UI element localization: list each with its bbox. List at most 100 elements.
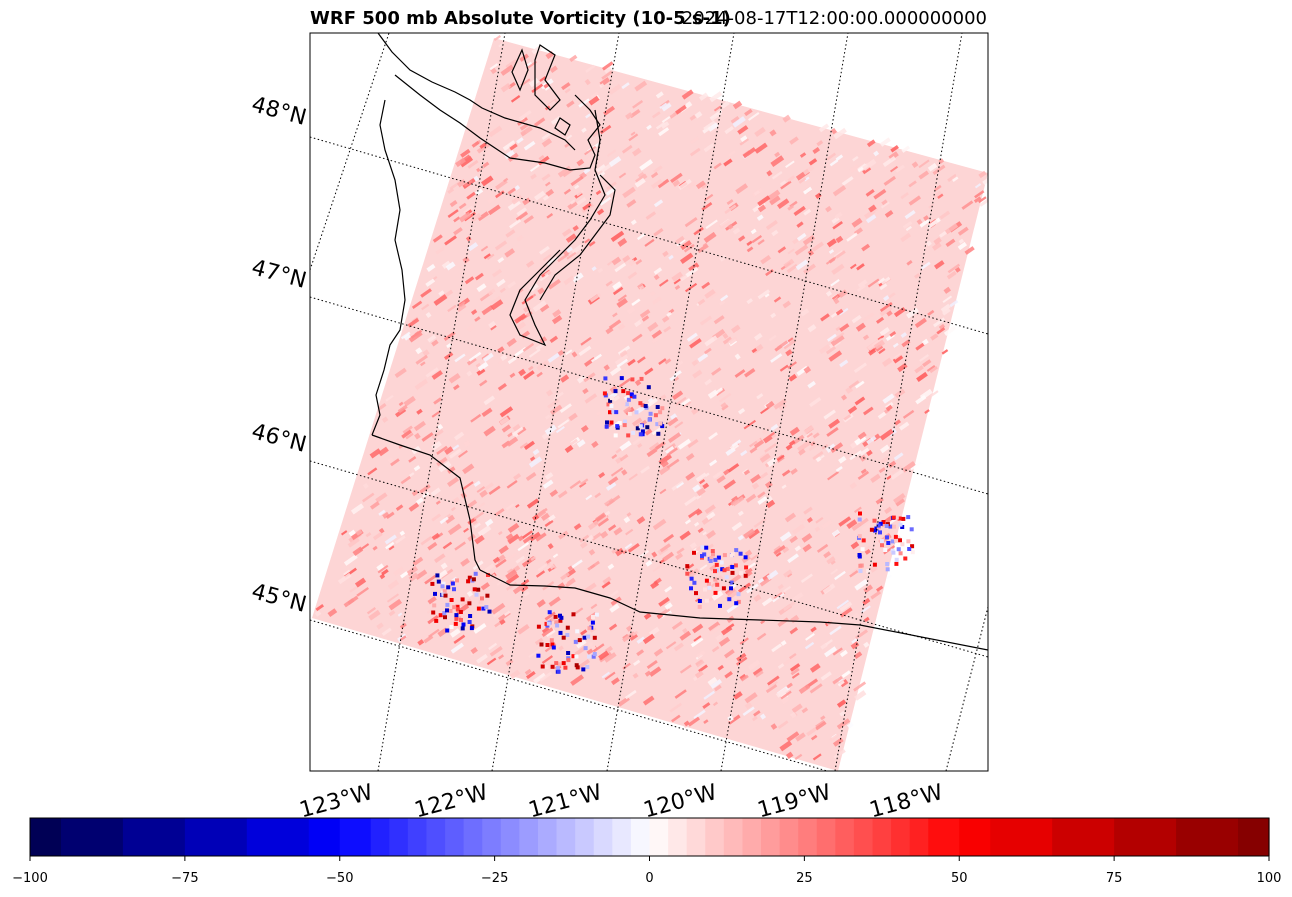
vorticity-cell <box>513 473 522 481</box>
vorticity-cell <box>663 325 672 333</box>
colorbar-level <box>122 818 186 856</box>
colorbar-tick-label: 100 <box>1257 871 1282 886</box>
vorticity-cell <box>625 112 634 120</box>
vorticity-cell <box>875 497 884 505</box>
vorticity-cell <box>609 366 622 376</box>
vorticity-feature-cell <box>586 634 591 639</box>
vorticity-cell <box>614 354 629 366</box>
vorticity-feature-cell <box>605 420 609 425</box>
vorticity-cell <box>815 456 822 463</box>
vorticity-cell <box>352 546 364 557</box>
vorticity-cell <box>505 569 518 580</box>
vorticity-cell <box>439 516 449 525</box>
vorticity-cell <box>473 480 481 487</box>
vorticity-cell <box>753 517 767 528</box>
vorticity-cell <box>908 195 922 206</box>
vorticity-cell <box>940 303 951 313</box>
vorticity-cell <box>530 173 537 180</box>
vorticity-cell <box>466 590 474 597</box>
vorticity-cell <box>470 413 482 423</box>
vorticity-cell <box>737 125 749 135</box>
vorticity-cell <box>800 308 810 317</box>
vorticity-cell <box>846 519 858 530</box>
vorticity-cell <box>707 389 719 399</box>
vorticity-cell <box>468 351 482 362</box>
vorticity-cell <box>658 596 670 607</box>
vorticity-cell <box>794 244 809 256</box>
vorticity-cell <box>660 121 670 129</box>
vorticity-cell <box>362 492 375 503</box>
vorticity-feature-cell <box>885 535 889 540</box>
vorticity-cell <box>534 117 546 127</box>
vorticity-cell <box>545 181 551 187</box>
vorticity-cell <box>564 88 571 94</box>
vorticity-cell <box>957 226 969 236</box>
vorticity-cell <box>652 111 661 119</box>
vorticity-cell <box>499 287 506 294</box>
vorticity-cell <box>746 298 754 305</box>
vorticity-feature-cell <box>587 626 592 631</box>
vorticity-cell <box>498 42 504 48</box>
vorticity-cell <box>484 518 494 527</box>
vorticity-cell <box>931 242 942 251</box>
vorticity-cell <box>471 518 478 526</box>
vorticity-cell <box>433 397 442 405</box>
vorticity-cell <box>584 145 597 156</box>
vorticity-cell <box>661 607 671 616</box>
colorbar-level <box>593 818 613 856</box>
longitude-label: 121°W <box>526 780 605 824</box>
vorticity-feature-cell <box>720 567 725 572</box>
vorticity-cell <box>722 336 733 345</box>
vorticity-cell <box>616 358 629 368</box>
vorticity-feature-cell <box>623 419 627 424</box>
vorticity-feature-cell <box>730 565 735 569</box>
vorticity-cell <box>709 110 723 122</box>
vorticity-cell <box>616 297 628 308</box>
vorticity-feature-cell <box>585 665 590 669</box>
colorbar-level <box>482 818 502 856</box>
vorticity-feature-cell <box>884 524 889 528</box>
vorticity-cell <box>792 434 805 445</box>
vorticity-cell <box>541 138 553 148</box>
vorticity-feature-cell <box>878 530 882 535</box>
vorticity-cell <box>415 497 424 505</box>
vorticity-cell <box>804 176 810 182</box>
vorticity-cell <box>791 703 803 714</box>
vorticity-cell <box>673 642 684 652</box>
vorticity-cell <box>454 353 466 363</box>
vorticity-cell <box>526 670 536 680</box>
colorbar-level <box>723 818 744 856</box>
colorbar-level <box>761 818 781 856</box>
vorticity-feature-cell <box>609 420 614 425</box>
vorticity-cell <box>602 61 614 71</box>
vorticity-cell <box>816 543 829 553</box>
vorticity-cell <box>463 205 474 215</box>
vorticity-cell <box>627 542 640 553</box>
vorticity-cell <box>752 667 763 676</box>
vorticity-cell <box>504 149 515 160</box>
vorticity-cell <box>906 260 913 266</box>
vorticity-cell <box>718 636 731 647</box>
vorticity-cell <box>634 177 646 188</box>
colorbar-level <box>60 818 124 856</box>
vorticity-feature-cell <box>640 429 645 434</box>
vorticity-cell <box>683 243 695 253</box>
vorticity-cell <box>408 502 420 512</box>
vorticity-cell <box>695 352 709 364</box>
vorticity-cell <box>783 601 796 612</box>
vorticity-cell <box>601 70 613 80</box>
colorbar-level <box>798 818 818 856</box>
vorticity-cell <box>365 532 372 538</box>
vorticity-cell <box>805 632 815 641</box>
longitude-line <box>720 33 849 771</box>
vorticity-cell <box>841 670 851 679</box>
vorticity-cell <box>535 570 546 578</box>
vorticity-feature-cell <box>581 667 586 672</box>
vorticity-cell <box>753 710 761 717</box>
vorticity-cell <box>444 352 454 361</box>
vorticity-cell <box>831 529 841 537</box>
vorticity-cell <box>734 353 741 360</box>
vorticity-cell <box>847 405 858 414</box>
vorticity-cell <box>584 78 591 86</box>
vorticity-cell <box>595 190 602 196</box>
